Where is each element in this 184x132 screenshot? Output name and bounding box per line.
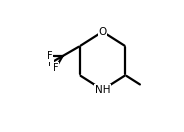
Text: F: F (47, 51, 52, 61)
Text: O: O (98, 27, 107, 37)
Text: NH: NH (95, 85, 110, 95)
Text: F: F (53, 63, 59, 72)
Text: F: F (48, 58, 54, 68)
